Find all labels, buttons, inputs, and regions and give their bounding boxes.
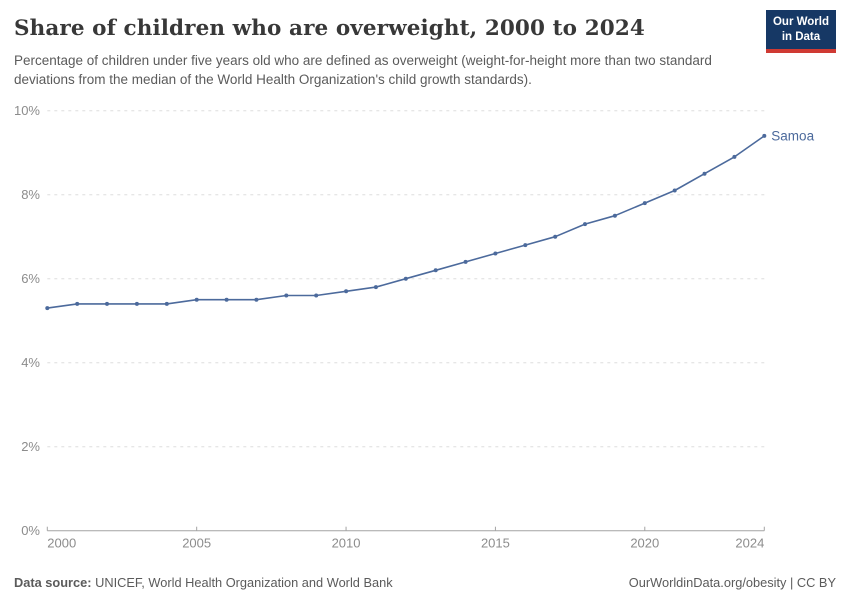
data-point[interactable] [284, 293, 289, 298]
page-title: Share of children who are overweight, 20… [14, 16, 645, 41]
y-axis-tick-label: 2% [21, 439, 40, 454]
chart-area: 0% 2% 4% 6% 8% 10% 2000 2005 2010 2015 2020 2024 Sam… [0, 95, 850, 565]
data-point[interactable] [224, 297, 229, 302]
y-axis-tick-label: 6% [21, 271, 40, 286]
x-axis-tick-label: 2024 [735, 536, 764, 551]
data-source-value: UNICEF, World Health Organization and Wo… [91, 575, 393, 590]
data-point[interactable] [523, 243, 528, 248]
x-axis-tick-label: 2010 [332, 536, 361, 551]
owid-logo[interactable]: Our World in Data [765, 10, 836, 53]
data-point[interactable] [493, 251, 498, 256]
y-axis-tick-label: 10% [14, 103, 40, 118]
credit-link[interactable]: OurWorldinData.org/obesity | CC BY [628, 575, 836, 590]
data-point[interactable] [553, 234, 558, 239]
series-end-label: Samoa [771, 128, 814, 143]
data-point[interactable] [134, 301, 139, 306]
chart-footer: Data source: UNICEF, World Health Organi… [14, 575, 836, 590]
y-axis-tick-label: 4% [21, 355, 40, 370]
data-point[interactable] [254, 297, 259, 302]
data-point[interactable] [463, 259, 468, 264]
data-point[interactable] [314, 293, 319, 298]
data-point[interactable] [642, 201, 647, 206]
data-point[interactable] [105, 301, 109, 306]
x-axis-tick-label: 2015 [481, 536, 510, 551]
data-point[interactable] [583, 222, 587, 227]
y-axis-tick-label: 0% [21, 523, 40, 538]
data-point[interactable] [45, 306, 50, 311]
data-point[interactable] [672, 188, 677, 193]
data-point[interactable] [403, 276, 408, 281]
data-point[interactable] [373, 285, 378, 290]
y-axis-tick-label: 8% [21, 187, 40, 202]
data-point[interactable] [762, 133, 767, 138]
data-point[interactable] [433, 268, 438, 273]
owid-logo-line1: Our World [772, 16, 829, 28]
chart-canvas: 0% 2% 4% 6% 8% 10% 2000 2005 2010 2015 2020 2024 Sam… [14, 103, 815, 551]
data-point[interactable] [612, 213, 617, 218]
chart-subtitle: Percentage of children under five years … [14, 53, 712, 87]
data-source-label: Data source: [14, 575, 92, 590]
data-point[interactable] [732, 154, 737, 159]
series-line[interactable] [47, 135, 765, 309]
x-axis-tick-label: 2000 [47, 536, 76, 551]
x-axis-tick-label: 2005 [182, 536, 211, 551]
x-axis-tick-label: 2020 [630, 536, 659, 551]
data-source-note: Data source: UNICEF, World Health Organi… [14, 575, 393, 590]
data-point[interactable] [344, 289, 349, 294]
data-point[interactable] [702, 171, 707, 176]
owid-logo-line2: in Data [781, 30, 821, 43]
data-point[interactable] [194, 297, 199, 302]
data-point[interactable] [164, 301, 169, 306]
data-point[interactable] [75, 301, 80, 306]
